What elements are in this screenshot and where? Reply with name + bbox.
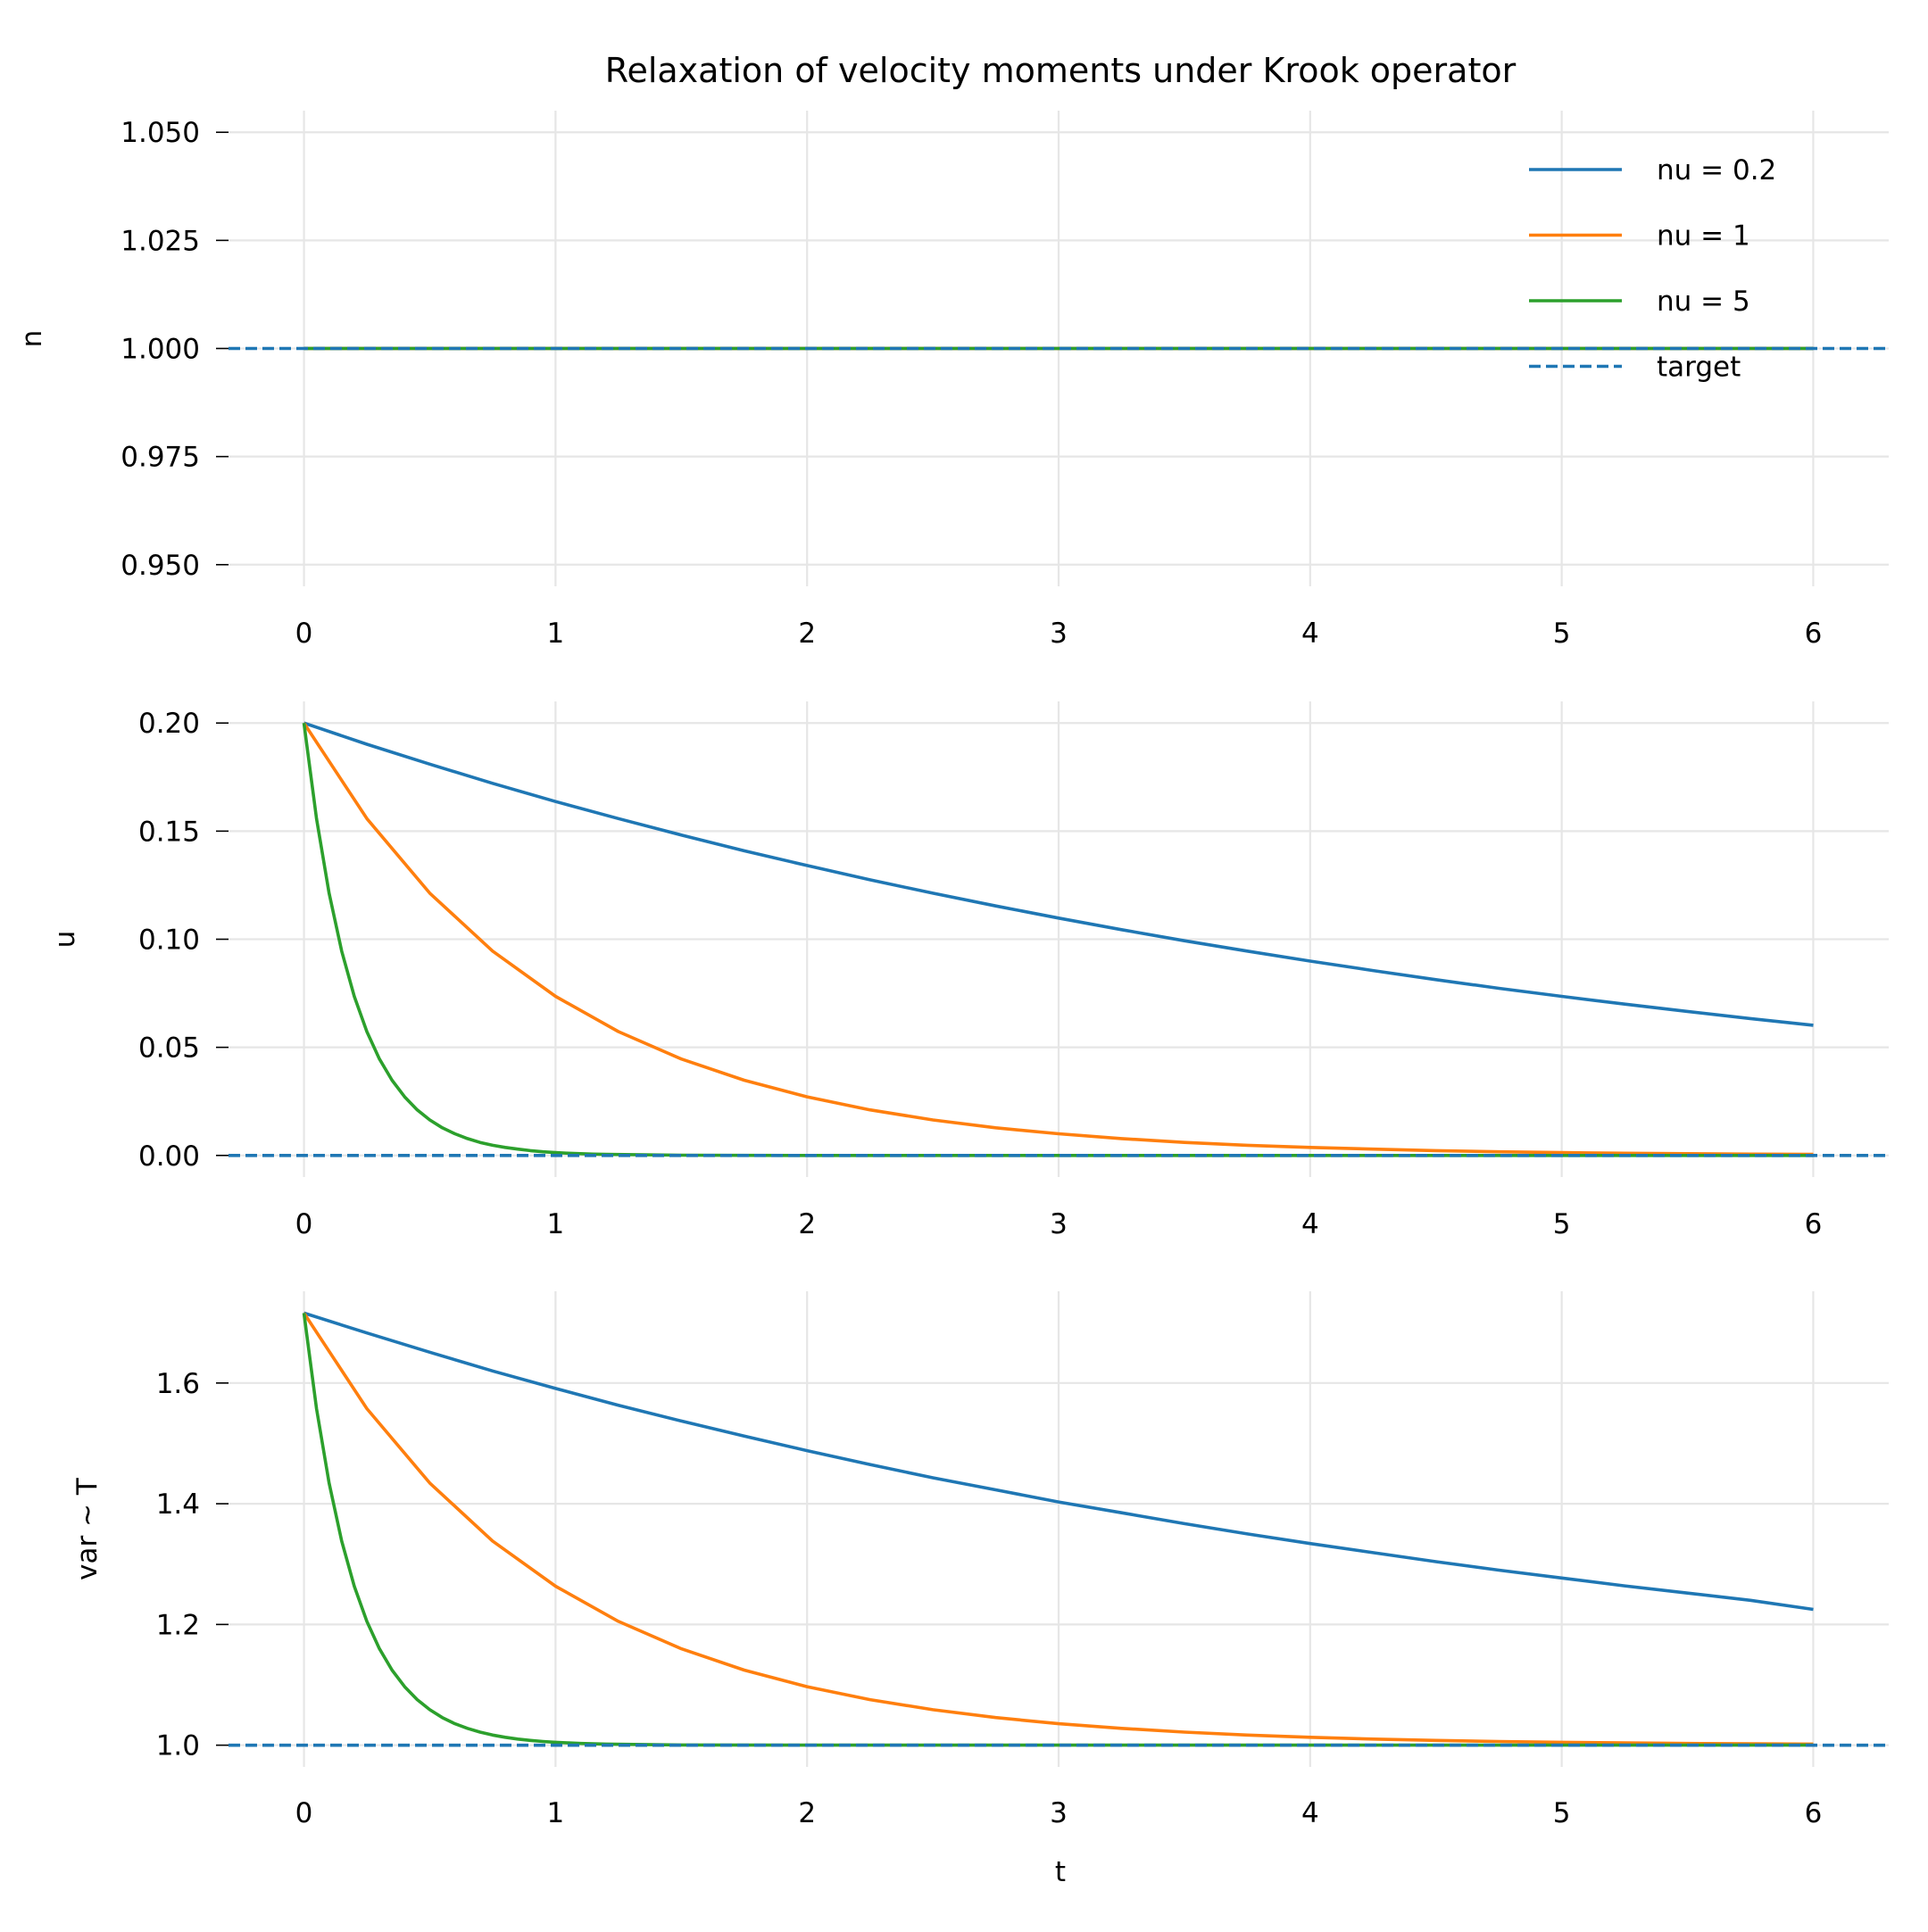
chart-title: Relaxation of velocity moments under Kro…: [605, 51, 1517, 90]
x-tick-label: 4: [1301, 1208, 1319, 1240]
series-line-nu-0.2: [303, 1311, 1814, 1612]
legend-entry: target: [1529, 352, 1741, 384]
x-tick-label: 1: [546, 1797, 564, 1829]
subplot-2: 0 1 2 3 4 5 6 0.00 0.05 0.10 0.15 0.20 u: [49, 701, 1889, 1240]
legend-entry: nu = 1: [1529, 220, 1750, 253]
legend-label: nu = 1: [1657, 220, 1750, 253]
x-tick-label: 5: [1553, 1208, 1571, 1240]
legend-label: nu = 5: [1657, 286, 1750, 318]
y-tick-label: 1.050: [120, 117, 200, 149]
x-tick-label: 3: [1050, 1208, 1068, 1240]
y-tick-label: 1.6: [156, 1368, 200, 1400]
y-tick-label: 0.975: [120, 442, 200, 474]
x-tick-label: 2: [798, 618, 816, 650]
subplot-1: 0 1 2 3 4 5 6 0.950 0.975 1.000 1.025 1.050 n: [16, 111, 1889, 650]
y-tick-label: 0.10: [138, 925, 200, 957]
x-tick-label: 6: [1805, 1797, 1823, 1829]
x-tick-label: 5: [1553, 1797, 1571, 1829]
x-tick-label: 0: [295, 1208, 313, 1240]
legend-entry: nu = 5: [1529, 286, 1750, 318]
y-tick-label: 1.000: [120, 334, 200, 366]
y-tick-label: 1.0: [156, 1730, 200, 1762]
y-axis-label: var ~ T: [71, 1477, 104, 1580]
y-tick-label: 0.950: [120, 550, 200, 582]
y-tick-label: 0.20: [138, 708, 200, 740]
x-tick-label: 2: [798, 1797, 816, 1829]
x-tick-label: 3: [1050, 618, 1068, 650]
x-tick-label: 1: [546, 618, 564, 650]
y-axis-label: u: [49, 931, 81, 949]
legend-entry: nu = 0.2: [1529, 154, 1776, 187]
series-line-nu-5: [302, 722, 1814, 1157]
x-tick-label: 5: [1553, 618, 1571, 650]
x-tick-label: 2: [798, 1208, 816, 1240]
series-line-nu-5: [302, 1313, 1814, 1747]
y-tick-label: 0.05: [138, 1032, 200, 1065]
x-tick-label: 4: [1301, 1797, 1319, 1829]
y-tick-label: 1.025: [120, 225, 200, 257]
legend-label: nu = 0.2: [1657, 154, 1776, 187]
x-axis-label: t: [1055, 1856, 1066, 1888]
y-tick-label: 1.2: [156, 1609, 200, 1641]
series-line-nu-1: [302, 722, 1814, 1157]
x-tick-label: 6: [1805, 1208, 1823, 1240]
series-line-nu-0.2: [303, 721, 1814, 1027]
y-tick-label: 0.00: [138, 1140, 200, 1173]
x-tick-label: 6: [1805, 618, 1823, 650]
y-tick-label: 1.4: [156, 1488, 200, 1521]
subplot-3: 0 1 2 3 4 5 6 1.0 1.2 1.4 1.6 var ~ T t: [71, 1291, 1889, 1888]
y-axis-label: n: [16, 330, 48, 348]
x-tick-label: 4: [1301, 618, 1319, 650]
x-tick-label: 0: [295, 618, 313, 650]
legend-label: target: [1657, 352, 1741, 384]
y-tick-label: 0.15: [138, 816, 200, 848]
x-tick-label: 1: [546, 1208, 564, 1240]
series-line-nu-1: [302, 1312, 1814, 1746]
x-tick-label: 0: [295, 1797, 313, 1829]
x-tick-label: 3: [1050, 1797, 1068, 1829]
legend: nu = 0.2 nu = 1 nu = 5 target: [1529, 154, 1776, 384]
